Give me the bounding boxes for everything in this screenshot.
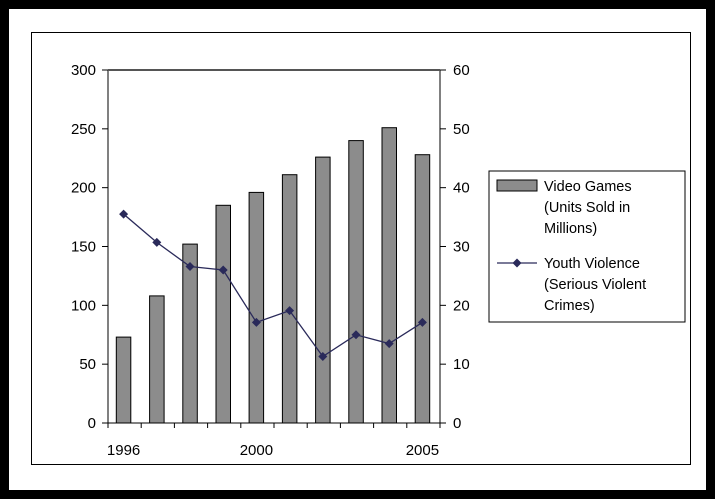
right-tick-label-50: 50 [453,121,470,138]
bar-2004 [381,127,397,424]
youth-violence-point-2000 [251,317,261,327]
right-tick-label-10: 10 [453,356,470,373]
left-tick-label-300: 300 [71,62,96,79]
youth-violence-point-2004 [384,339,394,349]
bar-2002 [315,156,331,424]
youth-violence-point-1997 [152,237,162,247]
legend-label-youth-violence-1: (Serious Violent [544,277,646,293]
legend: Video Games (Units Sold in Millions) Youth … [488,170,686,323]
right-tick-label-60: 60 [453,62,470,79]
legend-label-youth-violence-0: Youth Violence [544,256,640,272]
left-tick-label-50: 50 [79,356,96,373]
youth-violence-point-2003 [351,330,361,340]
bar-2005 [414,154,431,424]
right-tick-label-20: 20 [453,297,470,314]
tick-labels: 0 50 100 150 200 250 300 0 10 20 30 40 50 60 1996 2000 2… [71,62,470,459]
axes [102,69,446,428]
youth-violence-point-1999 [218,265,228,275]
youth-violence-point-1998 [185,262,195,271]
youth-violence-point-2005 [417,317,427,327]
left-tick-label-0: 0 [88,415,96,432]
youth-violence-line [119,209,427,361]
legend-label-video-games-2: Millions) [544,221,597,237]
x-tick-label-1996: 1996 [107,442,140,459]
bar-1996 [115,336,132,424]
right-tick-label-40: 40 [453,180,470,197]
youth-violence-point-1996 [119,209,129,219]
legend-swatch-video-games [496,179,538,192]
left-tick-label-150: 150 [71,239,96,256]
bar-1999 [215,204,231,424]
bar-2001 [281,174,298,424]
legend-label-video-games-1: (Units Sold in [544,200,630,216]
youth-violence-point-2002 [318,352,328,361]
right-tick-label-0: 0 [453,415,461,432]
left-tick-label-200: 200 [71,180,96,197]
bar-1997 [149,295,165,424]
bar-2000 [248,191,265,424]
left-tick-label-250: 250 [71,121,96,138]
left-tick-label-100: 100 [71,297,96,314]
youth-violence-point-2001 [285,306,295,316]
right-tick-label-30: 30 [453,239,470,256]
youth-violence-polyline [123,213,423,358]
legend-swatch-marker [512,258,522,268]
bar-2003 [348,140,364,424]
legend-label-youth-violence-2: Crimes) [544,298,595,314]
legend-box [488,170,686,323]
x-tick-label-2005: 2005 [406,442,439,459]
legend-label-video-games-0: Video Games [544,179,632,195]
video-games-bars [115,127,431,424]
x-tick-label-2000: 2000 [240,442,273,459]
